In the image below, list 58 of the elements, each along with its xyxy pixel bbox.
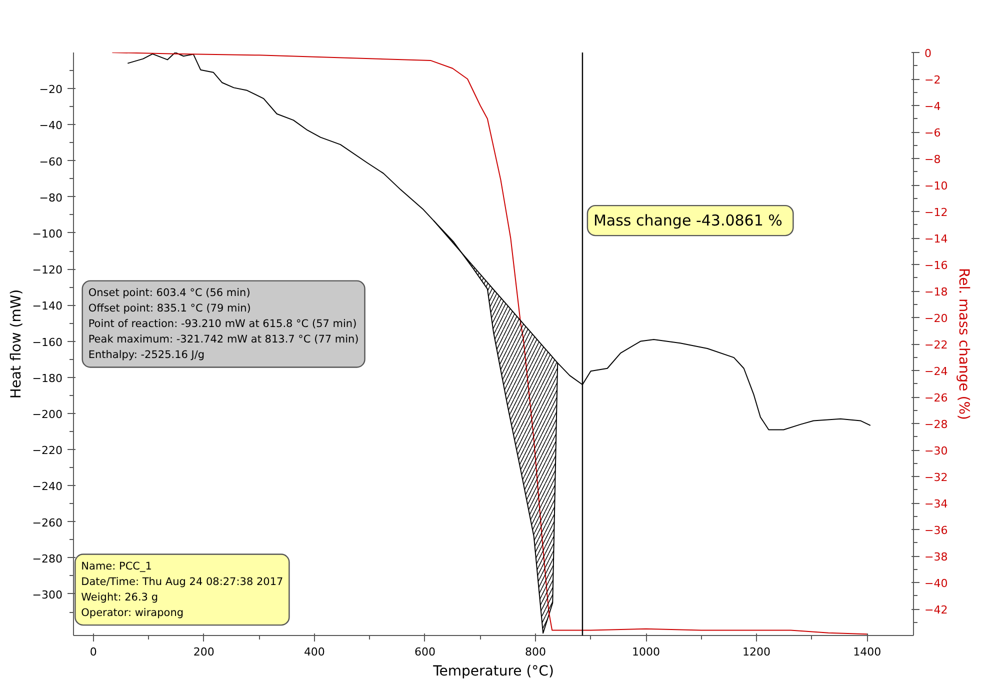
x-tick-label: 1400	[853, 646, 882, 658]
y2-axis-title: Rel. mass change (%)	[956, 268, 972, 420]
y-tick-label: −140	[32, 300, 63, 313]
y2-tick-label: −4	[924, 100, 941, 113]
x-axis-title: Temperature (°C)	[432, 664, 554, 680]
y2-tick-label: −14	[924, 232, 948, 246]
y-tick-label: −100	[32, 227, 63, 240]
y2-tick-label: −24	[924, 365, 948, 378]
y2-tick-label: −42	[924, 604, 948, 616]
y-tick-label: −240	[32, 480, 63, 494]
annotation: Peak maximum: -321.742 mW at 813.7 °C (77 min)	[88, 334, 359, 346]
x-tick-label: 1200	[742, 646, 771, 658]
y2-tick-label: −40	[924, 577, 948, 590]
y-tick-label: −200	[32, 408, 63, 421]
annotation: Onset point: 603.4 °C (56 min)	[88, 286, 250, 299]
y-tick-label: −160	[32, 336, 63, 349]
x-tick-label: 800	[525, 646, 546, 658]
x-tick-label: 400	[304, 646, 325, 658]
y-tick-label: −80	[39, 191, 63, 204]
annotation: Enthalpy: -2525.16 J/g	[88, 349, 205, 362]
annotation: Offset point: 835.1 °C (79 min)	[88, 302, 251, 314]
y2-tick-label: −10	[924, 180, 948, 192]
y-tick-label: −300	[32, 588, 63, 602]
y2-tick-label: −12	[924, 206, 948, 219]
y-tick-label: −180	[32, 372, 63, 385]
y-tick-label: −40	[39, 119, 63, 132]
y2-tick-label: −28	[924, 418, 948, 431]
y-tick-label: −120	[32, 264, 63, 277]
annotation: Weight: 26.3 g	[81, 591, 158, 604]
y2-tick-label: −20	[924, 312, 948, 325]
y2-tick-label: −30	[924, 444, 948, 458]
y2-tick-label: −26	[924, 392, 948, 404]
annotation: Mass change -43.0861 %	[593, 212, 782, 230]
y-tick-label: −260	[32, 516, 63, 530]
y2-tick-label: −18	[924, 286, 948, 298]
annotation: Name: PCC_1	[81, 560, 152, 572]
y2-tick-label: 0	[924, 47, 932, 60]
annotation: Date/Time: Thu Aug 24 08:27:38 2017	[81, 576, 284, 588]
y2-tick-label: −2	[924, 74, 941, 86]
annotation: Point of reaction: -93.210 mW at 615.8 °C (57 min)	[88, 318, 357, 330]
y-tick-label: −280	[32, 552, 63, 566]
y-tick-label: −220	[32, 444, 63, 458]
y2-tick-label: −34	[924, 498, 948, 510]
x-tick-label: 200	[193, 646, 214, 658]
y-tick-label: −20	[39, 83, 63, 96]
y2-tick-label: −32	[924, 471, 948, 484]
y2-tick-label: −8	[924, 153, 941, 166]
y2-tick-label: −6	[924, 126, 941, 140]
x-tick-label: 600	[414, 646, 436, 658]
y2-tick-label: −22	[924, 338, 948, 352]
y-tick-label: −60	[39, 155, 63, 168]
y-axis-title: Heat flow (mW)	[8, 289, 24, 399]
x-tick-label: 0	[90, 646, 97, 658]
y2-tick-label: −36	[924, 524, 948, 537]
annotation: Operator: wirapong	[81, 607, 184, 620]
y2-tick-label: −16	[924, 259, 948, 272]
x-tick-label: 1000	[632, 646, 660, 658]
y2-tick-label: −38	[924, 550, 948, 564]
